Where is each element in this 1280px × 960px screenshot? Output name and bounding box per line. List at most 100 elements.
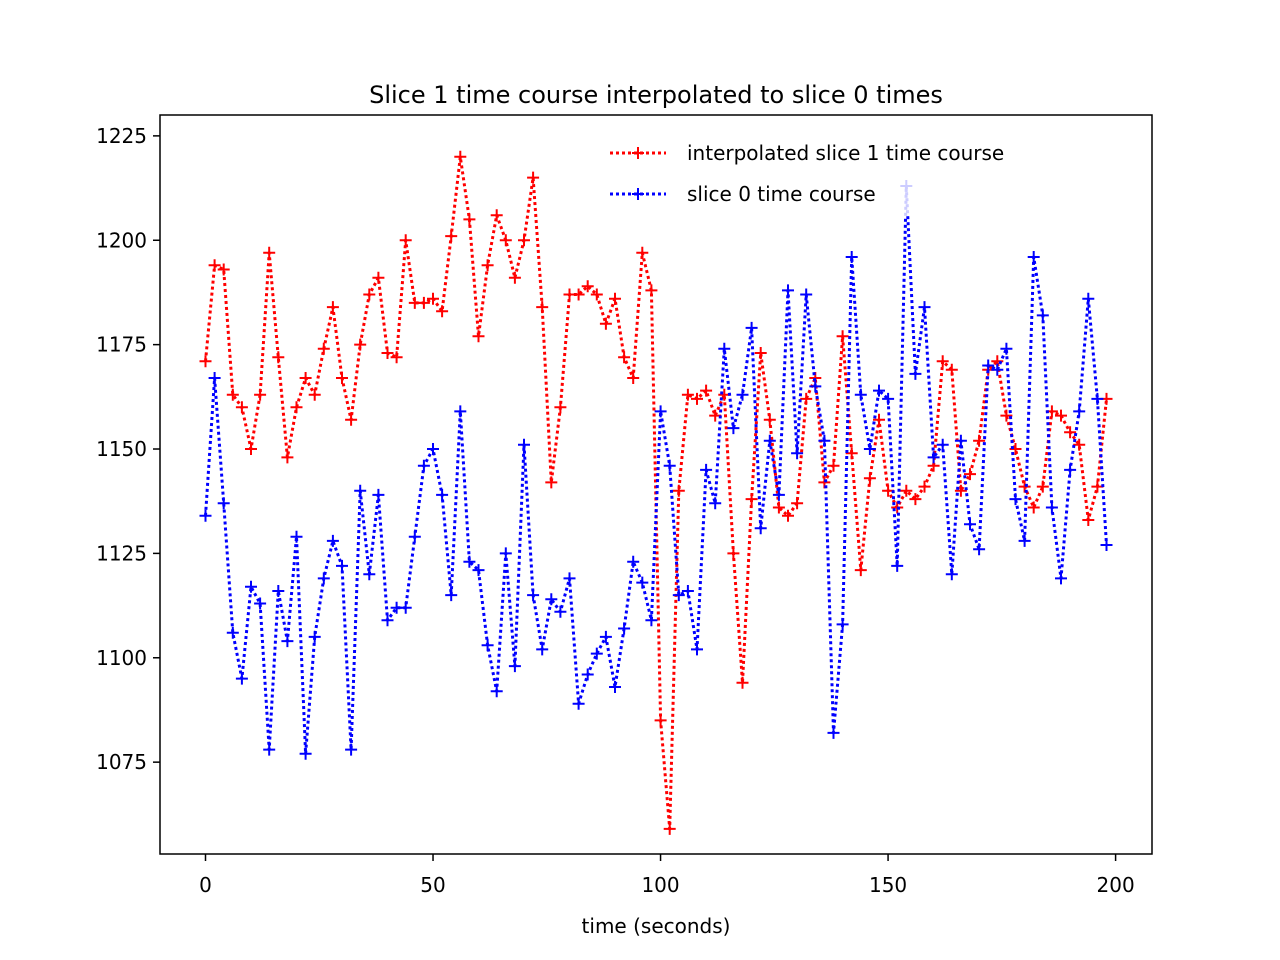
legend-label-interpolated: interpolated slice 1 time course	[687, 141, 1004, 165]
data-point-marker	[900, 484, 913, 497]
data-point-marker	[1000, 409, 1013, 422]
data-point-marker	[964, 468, 976, 481]
data-point-marker	[618, 622, 631, 635]
data-point-marker	[945, 363, 958, 376]
data-point-marker	[436, 305, 449, 318]
data-point-marker	[636, 576, 649, 589]
series-line-1	[204, 184, 1108, 756]
data-point-marker	[490, 685, 503, 698]
data-point-marker	[199, 355, 212, 368]
data-point-marker	[381, 347, 394, 359]
data-point-marker	[609, 681, 621, 693]
data-point-marker	[572, 288, 585, 301]
data-point-marker	[345, 413, 358, 426]
axes-frame	[159, 114, 1153, 855]
y-tick-label: 1100	[96, 646, 147, 670]
data-point-marker	[590, 647, 603, 660]
data-point-marker	[1036, 480, 1049, 493]
data-point-marker	[800, 392, 813, 405]
data-point-marker	[427, 292, 439, 305]
data-point-marker	[581, 280, 594, 293]
data-point-marker	[1082, 514, 1095, 526]
data-point-marker	[627, 372, 640, 384]
data-point-marker	[499, 547, 512, 560]
data-point-marker	[791, 497, 804, 510]
data-point-marker	[463, 213, 476, 226]
data-point-marker	[217, 263, 230, 276]
data-point-marker	[299, 372, 312, 384]
data-point-marker	[454, 150, 467, 163]
data-point-marker	[235, 401, 248, 414]
data-point-marker	[317, 572, 330, 585]
data-point-marker	[427, 443, 439, 455]
data-point-marker	[854, 388, 867, 401]
data-point-marker	[1064, 426, 1077, 439]
data-point-marker	[518, 234, 530, 247]
data-point-marker	[745, 321, 758, 334]
data-point-marker	[763, 434, 776, 447]
data-point-marker	[381, 614, 394, 627]
data-point-marker	[354, 484, 367, 497]
data-point-marker	[918, 480, 931, 493]
data-point-marker	[336, 559, 348, 572]
data-point-marker	[599, 630, 612, 643]
data-point-marker	[581, 668, 594, 681]
data-point-marker	[490, 209, 503, 222]
data-point-marker	[772, 501, 785, 514]
data-point-marker	[964, 518, 976, 531]
data-point-marker	[399, 234, 412, 247]
data-point-marker	[417, 296, 430, 309]
data-point-marker	[1064, 463, 1077, 476]
plot-area	[199, 150, 1113, 835]
data-point-marker	[199, 509, 212, 522]
data-point-marker	[1027, 251, 1040, 263]
data-point-marker	[445, 230, 458, 243]
data-point-marker	[645, 284, 658, 297]
data-point-marker	[235, 672, 248, 685]
y-tick-label: 1200	[96, 228, 147, 252]
legend-marker-interpolated	[632, 147, 644, 159]
data-point-marker	[372, 271, 385, 284]
chart-title: Slice 1 time course interpolated to slic…	[369, 81, 943, 109]
data-point-marker	[208, 372, 221, 384]
data-point-marker	[263, 246, 276, 259]
data-point-marker	[1009, 493, 1022, 506]
data-point-marker	[1091, 392, 1104, 405]
data-point-marker	[254, 597, 267, 610]
data-point-marker	[245, 443, 257, 455]
data-point-marker	[736, 676, 749, 689]
data-point-marker	[1055, 409, 1067, 422]
data-point-marker	[1082, 292, 1095, 305]
data-point-marker	[663, 822, 676, 835]
data-point-marker	[763, 413, 776, 426]
data-point-marker	[645, 614, 658, 627]
data-point-marker	[527, 589, 540, 602]
data-point-marker	[636, 246, 649, 259]
y-tick-label: 1225	[96, 124, 147, 148]
data-point-marker	[408, 530, 421, 543]
data-point-marker	[399, 601, 412, 614]
data-point-marker	[909, 367, 922, 380]
data-point-marker	[326, 301, 339, 314]
data-point-marker	[909, 493, 922, 506]
legend-label-slice0: slice 0 time course	[687, 182, 876, 206]
data-point-marker	[882, 392, 895, 405]
data-point-marker	[281, 635, 294, 648]
data-point-marker	[927, 451, 940, 464]
data-point-marker	[245, 580, 257, 593]
data-point-marker	[1055, 572, 1067, 585]
x-tick-label: 150	[869, 873, 907, 897]
data-point-marker	[672, 589, 685, 602]
data-point-marker	[800, 288, 813, 301]
data-point-marker	[973, 434, 986, 447]
data-point-marker	[745, 493, 758, 506]
data-point-marker	[572, 697, 585, 710]
data-point-marker	[445, 589, 458, 602]
data-point-marker	[700, 384, 713, 397]
data-point-marker	[782, 509, 794, 522]
data-point-marker	[854, 564, 867, 577]
data-point-marker	[836, 330, 849, 343]
data-point-marker	[936, 438, 949, 451]
data-point-marker	[326, 534, 339, 547]
